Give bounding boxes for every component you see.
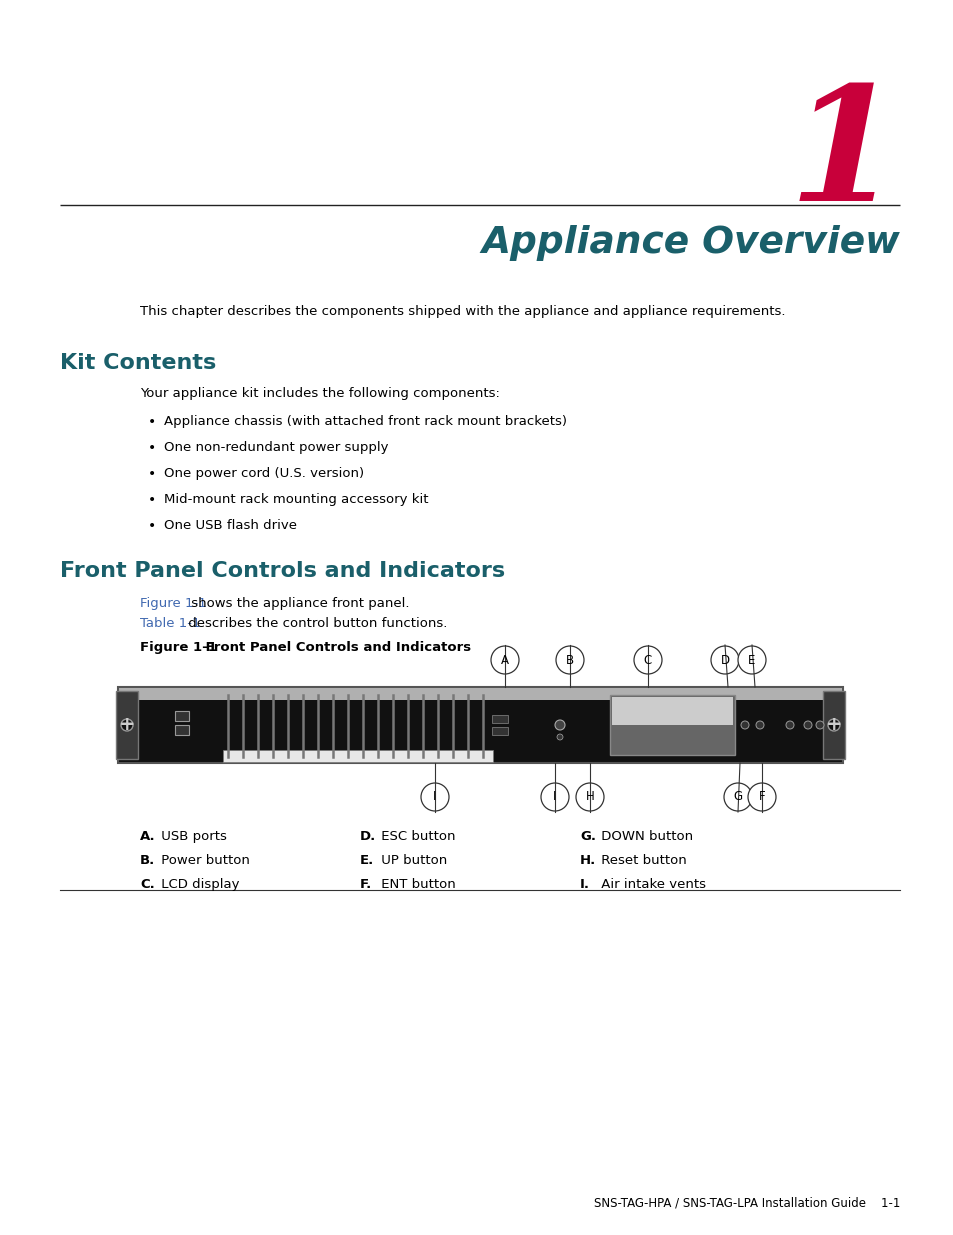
Text: •: •: [148, 467, 156, 480]
Text: This chapter describes the components shipped with the appliance and appliance r: This chapter describes the components sh…: [140, 305, 784, 317]
Text: Figure 1-1: Figure 1-1: [140, 641, 216, 655]
Text: G.: G.: [579, 830, 596, 844]
Text: A: A: [500, 653, 509, 667]
Text: D.: D.: [359, 830, 375, 844]
Circle shape: [747, 783, 775, 811]
Text: I.: I.: [579, 878, 589, 890]
Text: D: D: [720, 653, 729, 667]
Text: describes the control button functions.: describes the control button functions.: [184, 618, 447, 630]
Circle shape: [576, 783, 603, 811]
Text: Front Panel Controls and Indicators: Front Panel Controls and Indicators: [187, 641, 471, 655]
Circle shape: [556, 646, 583, 674]
Text: Mid-mount rack mounting accessory kit: Mid-mount rack mounting accessory kit: [164, 493, 428, 506]
Circle shape: [755, 721, 763, 729]
Text: ESC button: ESC button: [376, 830, 455, 844]
Bar: [116, 692, 138, 760]
Bar: [612, 697, 732, 725]
Text: 1: 1: [788, 80, 899, 233]
Text: Appliance chassis (with attached front rack mount brackets): Appliance chassis (with attached front r…: [164, 415, 566, 429]
Text: •: •: [148, 415, 156, 429]
Text: •: •: [148, 441, 156, 454]
Circle shape: [827, 719, 840, 731]
Bar: [174, 711, 189, 721]
Text: Front Panel Controls and Indicators: Front Panel Controls and Indicators: [60, 561, 504, 580]
Bar: [492, 727, 507, 735]
Text: •: •: [148, 493, 156, 508]
Bar: [119, 688, 841, 700]
Text: Your appliance kit includes the following components:: Your appliance kit includes the followin…: [140, 387, 499, 400]
Text: Table 1-1: Table 1-1: [140, 618, 200, 630]
Text: H: H: [585, 790, 594, 804]
Circle shape: [491, 646, 518, 674]
Text: •: •: [148, 519, 156, 534]
Text: I: I: [433, 790, 436, 804]
Text: +: +: [118, 715, 135, 735]
Bar: [223, 750, 493, 762]
Text: One USB flash drive: One USB flash drive: [164, 519, 296, 532]
Circle shape: [557, 734, 562, 740]
Circle shape: [555, 720, 564, 730]
Text: G: G: [733, 790, 741, 804]
Text: DOWN button: DOWN button: [597, 830, 693, 844]
Text: F.: F.: [359, 878, 372, 890]
Circle shape: [803, 721, 811, 729]
Text: +: +: [825, 715, 841, 735]
Text: Air intake vents: Air intake vents: [597, 878, 705, 890]
Text: F: F: [758, 790, 764, 804]
Circle shape: [540, 783, 568, 811]
Text: Kit Contents: Kit Contents: [60, 353, 216, 373]
Circle shape: [740, 721, 748, 729]
Text: SNS-TAG-HPA / SNS-TAG-LPA Installation Guide    1-1: SNS-TAG-HPA / SNS-TAG-LPA Installation G…: [593, 1197, 899, 1210]
Text: C.: C.: [140, 878, 154, 890]
Circle shape: [738, 646, 765, 674]
Text: B: B: [565, 653, 574, 667]
Circle shape: [815, 721, 823, 729]
Bar: [174, 725, 189, 735]
Text: B.: B.: [140, 853, 155, 867]
Text: LCD display: LCD display: [157, 878, 239, 890]
Circle shape: [121, 719, 132, 731]
Text: C: C: [643, 653, 652, 667]
Text: Figure 1-1: Figure 1-1: [140, 597, 207, 610]
Bar: [492, 715, 507, 722]
Text: UP button: UP button: [376, 853, 447, 867]
Circle shape: [710, 646, 739, 674]
Text: Appliance Overview: Appliance Overview: [480, 225, 899, 261]
Circle shape: [420, 783, 449, 811]
Text: One non-redundant power supply: One non-redundant power supply: [164, 441, 388, 454]
Text: ENT button: ENT button: [376, 878, 456, 890]
Text: Power button: Power button: [157, 853, 250, 867]
Bar: [118, 687, 842, 763]
Text: E.: E.: [359, 853, 374, 867]
Bar: [822, 692, 844, 760]
Circle shape: [723, 783, 751, 811]
Text: One power cord (U.S. version): One power cord (U.S. version): [164, 467, 364, 480]
Circle shape: [785, 721, 793, 729]
Bar: [609, 695, 734, 755]
Text: H.: H.: [579, 853, 596, 867]
Text: E: E: [747, 653, 755, 667]
Text: shows the appliance front panel.: shows the appliance front panel.: [187, 597, 409, 610]
Circle shape: [634, 646, 661, 674]
Text: A.: A.: [140, 830, 155, 844]
Text: Reset button: Reset button: [597, 853, 686, 867]
Text: USB ports: USB ports: [157, 830, 227, 844]
Text: I: I: [553, 790, 557, 804]
